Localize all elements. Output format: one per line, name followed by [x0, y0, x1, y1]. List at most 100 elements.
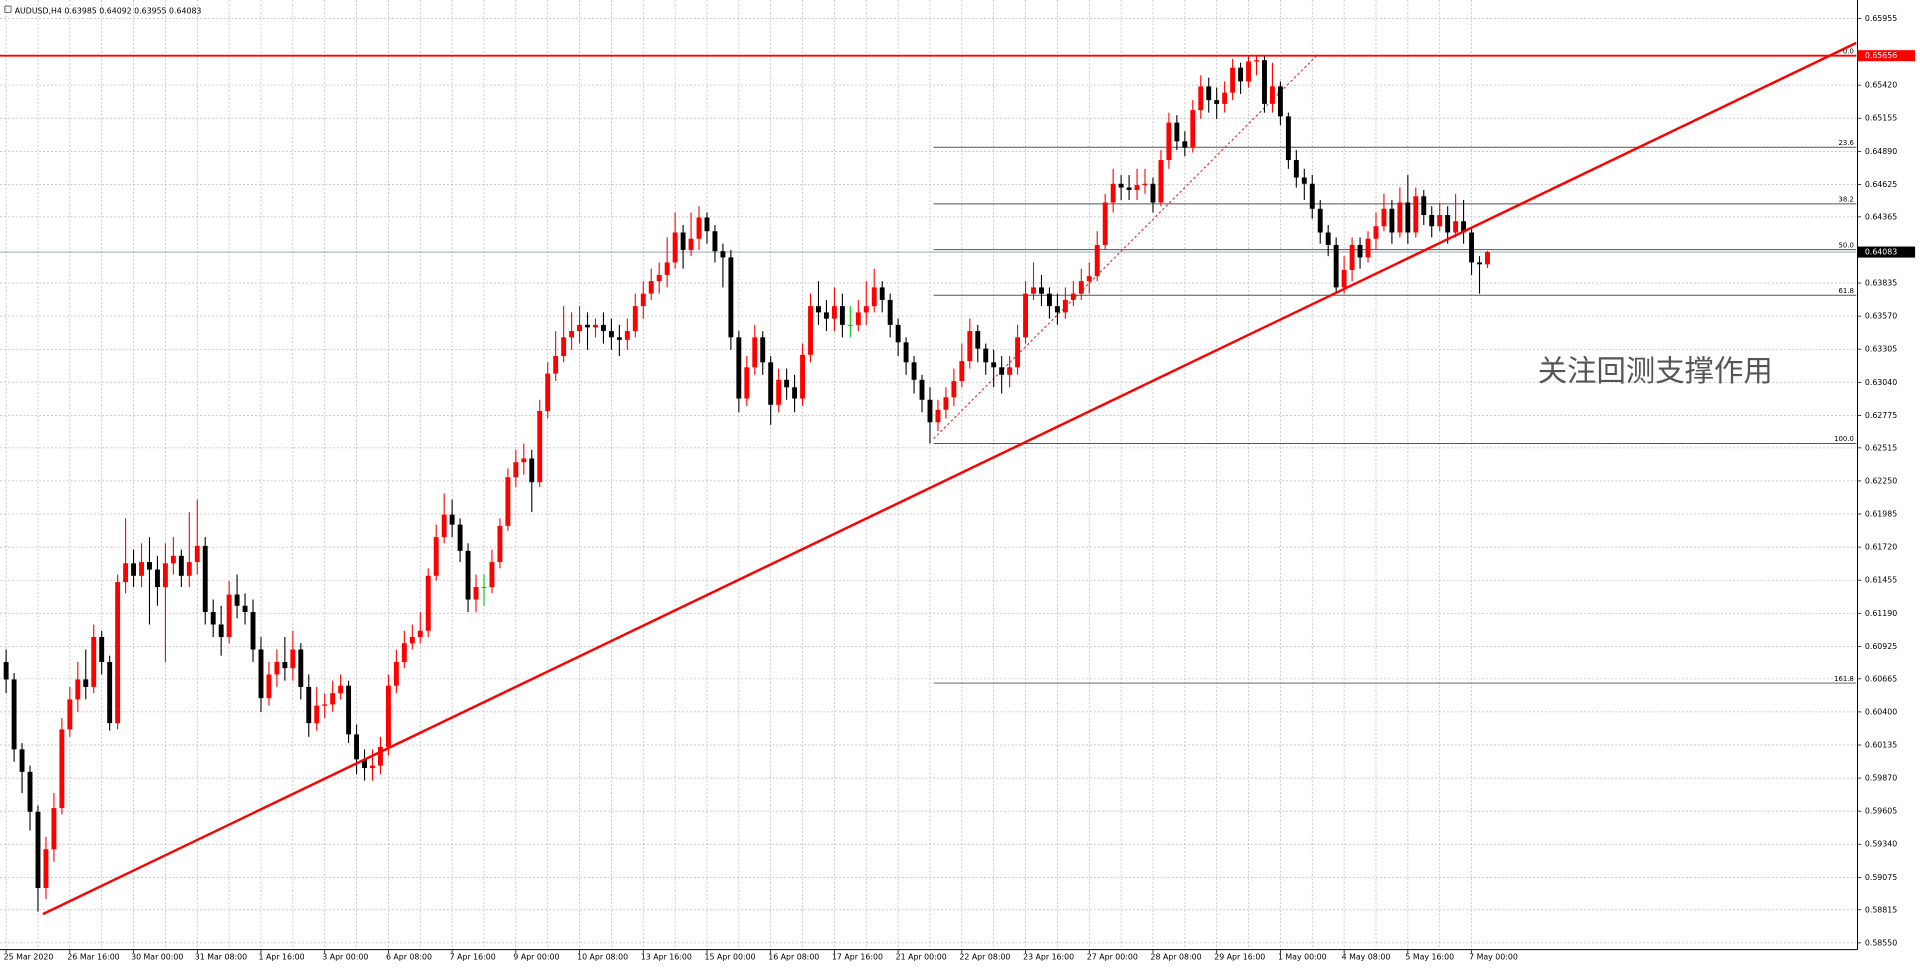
- candle-body: [1254, 60, 1259, 62]
- candle-body: [1118, 183, 1124, 188]
- candle-body: [577, 324, 583, 332]
- y-tick-label: 0.65955: [1865, 14, 1897, 23]
- candle-body: [1301, 177, 1307, 184]
- candle-body: [521, 458, 527, 463]
- y-tick-label: 0.60135: [1865, 740, 1897, 749]
- fib-label: 161.8: [1834, 675, 1854, 683]
- x-tick-label: 21 Apr 00:00: [896, 952, 947, 961]
- candle-body: [354, 734, 360, 760]
- candle-body: [672, 232, 678, 263]
- candle-body: [210, 612, 216, 625]
- candle-body: [664, 262, 670, 275]
- y-tick-label: 0.64365: [1865, 212, 1897, 221]
- candle-body: [975, 331, 981, 349]
- x-tick-label: 23 Apr 16:00: [1023, 952, 1074, 961]
- candle-body: [616, 337, 622, 340]
- y-tick-label: 0.61455: [1865, 576, 1897, 585]
- candle-body: [1238, 67, 1244, 82]
- candle-body: [529, 458, 535, 483]
- x-tick-label: 29 Apr 16:00: [1214, 952, 1265, 961]
- x-tick-label: 7 May 00:00: [1469, 952, 1518, 961]
- candles: [3, 55, 1490, 912]
- x-tick-label: 27 Apr 00:00: [1087, 952, 1138, 961]
- candle-body: [99, 636, 105, 662]
- resistance-price-label: 0.65656: [1865, 51, 1897, 60]
- candle-body: [1054, 306, 1060, 313]
- candle-body: [218, 624, 224, 637]
- candle-body: [1134, 185, 1140, 191]
- candle-body: [712, 231, 718, 252]
- candle-body: [720, 251, 726, 258]
- candle-body: [839, 306, 845, 325]
- y-tick-label: 0.60400: [1865, 707, 1897, 716]
- candle-body: [1437, 214, 1443, 227]
- candle-body: [1285, 116, 1291, 161]
- y-tick-label: 0.59605: [1865, 807, 1897, 816]
- fib-label: 23.6: [1839, 139, 1854, 147]
- y-tick-label: 0.65155: [1865, 114, 1897, 123]
- candle-body: [35, 811, 41, 888]
- candle-body: [43, 849, 49, 888]
- y-tick-label: 0.61720: [1865, 543, 1897, 552]
- candle-body: [274, 661, 280, 675]
- candle-body: [1246, 61, 1252, 82]
- symbol-icon: [4, 5, 12, 13]
- annotation: 关注回测支撑作用: [1538, 354, 1773, 388]
- x-tick-label: 31 Mar 08:00: [195, 952, 247, 961]
- candle-body: [1078, 281, 1084, 294]
- candle-body: [863, 306, 869, 313]
- y-tick-label: 0.60665: [1865, 674, 1897, 683]
- x-tick-label: 28 Apr 08:00: [1151, 952, 1202, 961]
- candle-body: [1461, 221, 1467, 233]
- candle-body: [831, 306, 837, 319]
- y-tick-label: 0.65420: [1865, 81, 1897, 90]
- candle-body: [959, 361, 965, 382]
- candle-body: [1413, 196, 1419, 233]
- candle-body: [377, 746, 383, 766]
- x-tick-label: 10 Apr 08:00: [577, 952, 628, 961]
- candle-body: [593, 324, 598, 328]
- header-close: 0.64083: [169, 6, 201, 15]
- candle-body: [648, 281, 654, 294]
- candle-body: [1429, 214, 1435, 227]
- y-tick-label: 0.58815: [1865, 905, 1897, 914]
- candle-body: [927, 399, 933, 423]
- candle-body: [1445, 214, 1451, 233]
- candle-body: [991, 362, 997, 368]
- y-tick-label: 0.58550: [1865, 938, 1897, 947]
- candle-body: [1182, 141, 1188, 148]
- candle-body: [1015, 337, 1021, 368]
- x-tick-label: 22 Apr 08:00: [959, 952, 1010, 961]
- x-tick-label: 1 May 00:00: [1278, 952, 1327, 961]
- candle-body: [919, 379, 925, 400]
- candle-body: [497, 525, 503, 563]
- candle-body: [1421, 196, 1427, 215]
- candle-body: [1365, 238, 1371, 258]
- candle-body: [139, 562, 144, 576]
- candle-body: [704, 217, 710, 232]
- candle-body: [1214, 100, 1220, 104]
- candle-body: [298, 649, 304, 687]
- candle-body: [170, 555, 176, 564]
- fib-trend-line: [933, 54, 1318, 440]
- y-tick-label: 0.62775: [1865, 411, 1897, 420]
- fib-label: 38.2: [1839, 196, 1854, 204]
- fib-label: 0.0: [1843, 47, 1854, 55]
- candle-body: [1198, 86, 1204, 111]
- candle-body: [393, 661, 399, 686]
- candle-body: [417, 630, 423, 637]
- y-tick-label: 0.63305: [1865, 345, 1897, 354]
- candle-body: [465, 550, 471, 600]
- candle-body: [1389, 208, 1395, 233]
- x-tick-label: 16 Apr 08:00: [768, 952, 819, 961]
- candle-body: [561, 337, 567, 357]
- header-high: 0.64092: [99, 6, 131, 15]
- candle-body: [1309, 183, 1315, 209]
- candle-body: [449, 514, 455, 525]
- candle-body: [489, 562, 495, 588]
- candle-body: [1293, 160, 1299, 178]
- x-tick-label: 1 Apr 16:00: [259, 952, 305, 961]
- candle-body: [433, 537, 439, 576]
- candle-body: [1405, 202, 1411, 233]
